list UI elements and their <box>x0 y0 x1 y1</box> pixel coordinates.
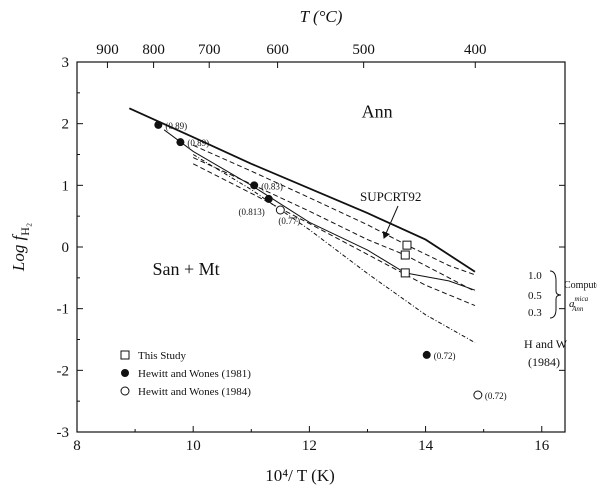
curve-a05-dashed <box>192 157 476 292</box>
svg-text:Log fH₂: Log fH₂ <box>9 223 32 272</box>
y-tick-label: 1 <box>62 178 70 194</box>
region-label: San + Mt <box>153 259 220 279</box>
curves <box>128 107 476 344</box>
data-point <box>250 181 259 190</box>
activity-label-sup: mica <box>575 295 589 303</box>
legend-marker <box>120 350 130 360</box>
curve-a05-solid <box>163 129 476 291</box>
x-tick-label: 16 <box>534 438 550 454</box>
curve-label-0-3: 0.3 <box>528 307 542 319</box>
legend-marker <box>121 369 129 377</box>
data-label: (0.89) <box>165 121 187 131</box>
curve-supcrt92 <box>128 107 476 273</box>
y-axis-label: Log fH₂ <box>9 223 32 272</box>
hw-1984-label-2: (1984) <box>528 355 560 369</box>
y-axis-label-main: Log f <box>9 233 28 272</box>
curve-label-0-5: 0.5 <box>528 290 542 302</box>
legend-marker <box>120 386 130 396</box>
data-label: (0.89) <box>187 138 209 148</box>
hw-1984-label-1: H and W <box>524 337 568 351</box>
x2-tick-label: 500 <box>352 42 375 58</box>
y-tick-label: 2 <box>62 117 70 133</box>
x2-axis-label: T (°C) <box>300 7 343 26</box>
curve-a03-dashed <box>192 163 476 307</box>
legend: This Study Hewitt and Wones (1981) Hewitt … <box>120 350 251 398</box>
data-point <box>400 268 410 278</box>
curve-hw1984 <box>192 154 476 344</box>
y-tick-label: -1 <box>57 302 70 318</box>
data-points: (0.89)(0.89) (0.83) (0.813) (0.72) (0.77) (0.… <box>154 120 507 401</box>
activity-label-sub: Ann <box>571 305 584 313</box>
curve-a10-dashed <box>192 144 476 276</box>
data-label: (0.72) <box>485 391 507 401</box>
x2-tick-label: 700 <box>198 42 221 58</box>
x2-tick-label: 900 <box>96 42 119 58</box>
y-tick-label: -3 <box>57 425 70 441</box>
x-tick-label: 12 <box>302 438 317 454</box>
activity-label-a: a <box>569 298 575 310</box>
activity-label: amica Ann <box>569 295 589 313</box>
legend-label: Hewitt and Wones (1984) <box>138 386 251 398</box>
data-point <box>473 390 483 400</box>
x2-tick-label: 400 <box>464 42 487 58</box>
y-tick-label: -2 <box>57 363 70 379</box>
region-label: Ann <box>362 102 393 122</box>
x-tick-label: 14 <box>418 438 434 454</box>
data-label: (0.813) <box>238 207 264 217</box>
x-tick-label: 10 <box>186 438 201 454</box>
y-tick-label: 3 <box>62 55 70 71</box>
data-label: (0.77) <box>278 216 300 226</box>
computed-brace <box>549 270 562 319</box>
curve-label-1-0: 1.0 <box>528 270 542 282</box>
data-label: (0.83) <box>261 181 283 191</box>
y-tick-label: 0 <box>62 240 70 256</box>
legend-label: This Study <box>138 350 186 362</box>
data-label: (0.72) <box>434 351 456 361</box>
x-tick-label: 8 <box>73 438 81 454</box>
data-point <box>400 250 410 260</box>
y-axis-label-sub: H₂ <box>18 223 32 236</box>
data-point <box>154 120 163 129</box>
supcrt92-label: SUPCRT92 <box>360 189 421 204</box>
data-point <box>264 194 273 203</box>
computed-label: Computed <box>564 280 597 291</box>
region-labels: Ann San + Mt <box>153 102 393 279</box>
data-point <box>176 138 185 147</box>
x2-tick-label: 800 <box>142 42 165 58</box>
legend-label: Hewitt and Wones (1981) <box>138 368 251 380</box>
x-axis-label: 10⁴/ T (K) <box>265 466 335 485</box>
data-point <box>422 350 431 359</box>
x2-tick-label: 600 <box>266 42 289 58</box>
data-point <box>402 240 412 250</box>
data-point <box>275 205 285 215</box>
supcrt92-arrow <box>382 205 399 239</box>
